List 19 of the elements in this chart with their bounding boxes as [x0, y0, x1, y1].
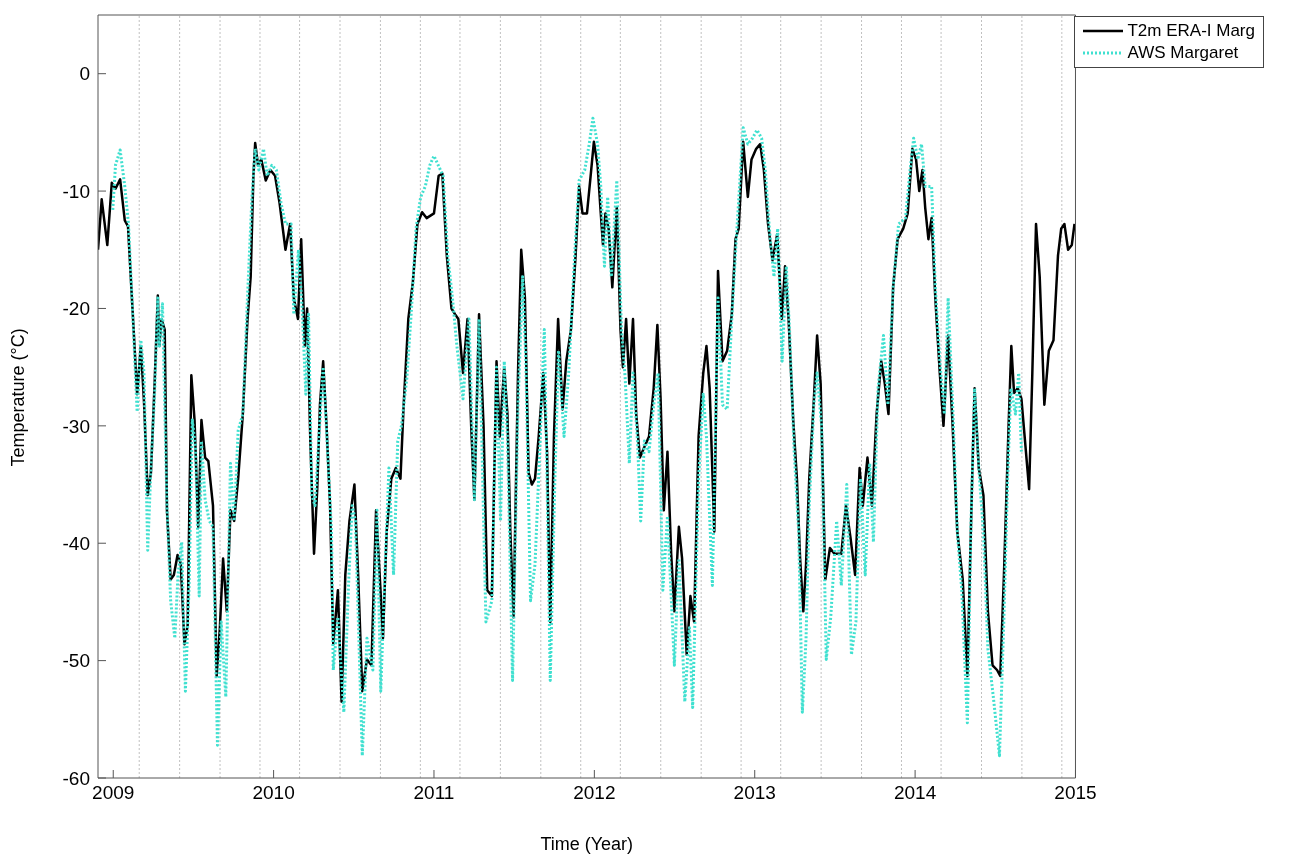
x-tick-label: 2014 [893, 782, 937, 804]
x-tick-label: 2015 [1054, 782, 1097, 804]
x-tick-label: 2011 [413, 782, 455, 804]
y-tick-label: -10 [62, 180, 90, 202]
legend-label: AWS Margaret [1127, 42, 1239, 64]
x-axis-title: Time (Year) [540, 834, 634, 854]
y-tick-label: -30 [62, 415, 90, 437]
y-axis-title: Temperature (°C) [8, 328, 29, 467]
x-tick-label: 2012 [573, 782, 616, 804]
y-tick-label: -20 [62, 298, 90, 320]
line-series [111, 116, 1023, 758]
legend-label: T2m ERA-I Marg [1127, 20, 1255, 42]
y-tick-label: -40 [62, 532, 90, 554]
y-tick-label: -60 [62, 767, 90, 789]
y-tick-label: -50 [62, 650, 90, 672]
x-tick-label: 2009 [92, 782, 135, 804]
x-tick-label: 2010 [252, 782, 295, 804]
y-tick-label: 0 [79, 63, 90, 85]
x-tick-label: 2013 [733, 782, 776, 804]
